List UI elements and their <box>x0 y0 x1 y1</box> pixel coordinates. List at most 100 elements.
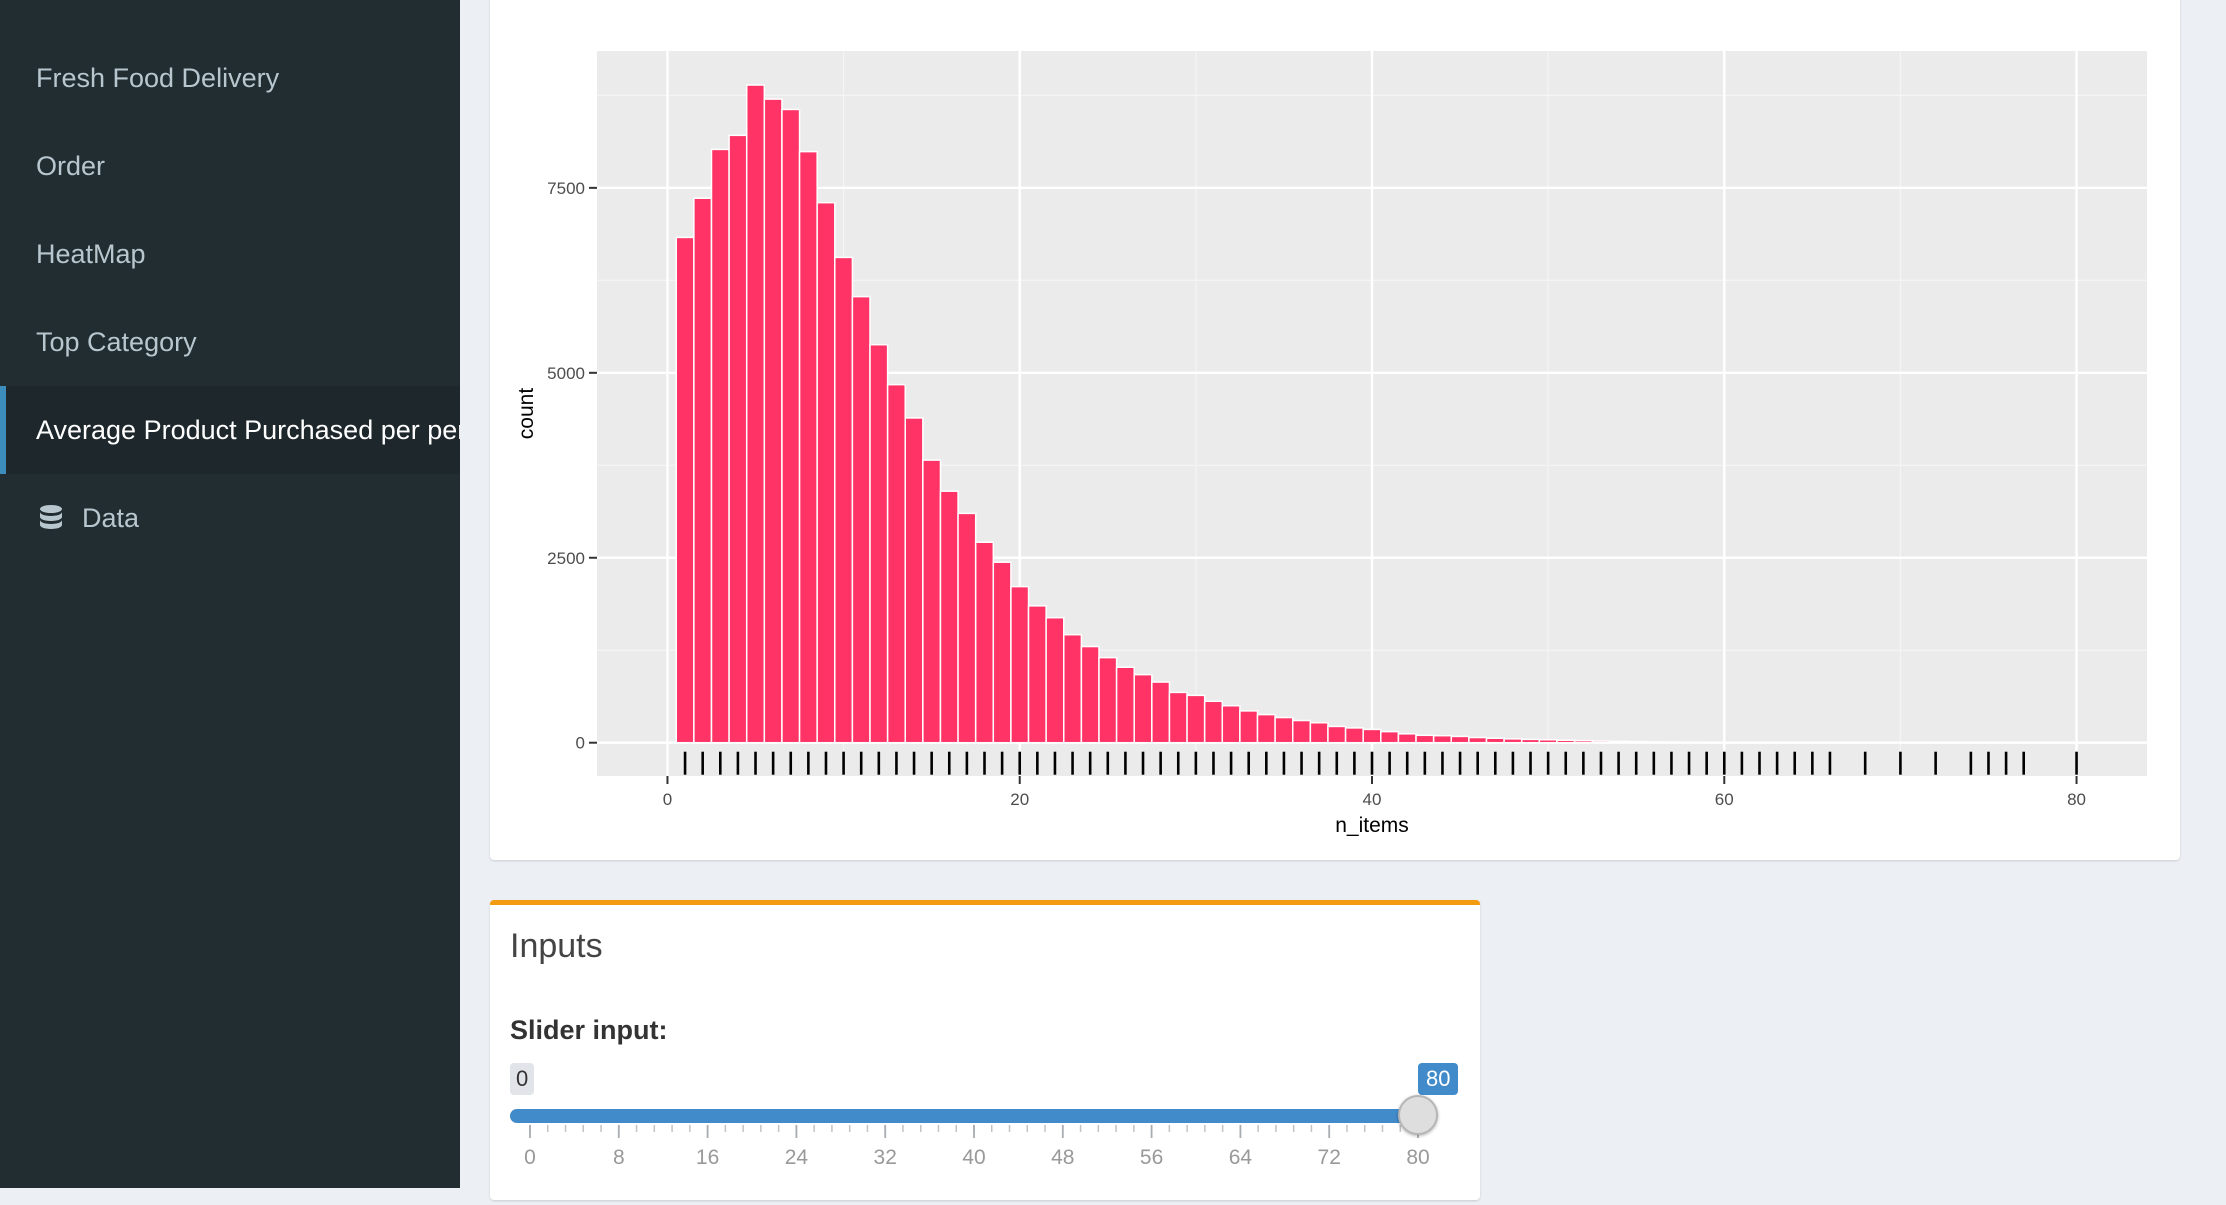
slider-tick-label: 80 <box>1406 1146 1429 1169</box>
slider-tick-label: 40 <box>962 1146 985 1169</box>
histogram-bar <box>940 491 958 743</box>
histogram-bar <box>1275 718 1293 743</box>
sidebar-item-fresh-food-delivery[interactable]: Fresh Food Delivery <box>0 34 460 122</box>
histogram-bar <box>1522 739 1540 742</box>
histogram-bar <box>852 297 870 743</box>
histogram-bar <box>1240 711 1258 743</box>
y-tick-label: 2500 <box>547 549 585 568</box>
histogram-bar <box>1557 740 1575 742</box>
histogram-bar <box>676 237 694 742</box>
sidebar-item-data[interactable]: Data <box>0 474 460 562</box>
sidebar: Fresh Food Delivery Order HeatMap Top Ca… <box>0 0 460 1188</box>
histogram-bar <box>1575 741 1593 743</box>
histogram-bar <box>1152 682 1170 743</box>
histogram-bar <box>1592 741 1610 743</box>
histogram-bar <box>1046 618 1064 743</box>
histogram-chart: 0 2500 5000 7500 0 20 40 60 80 n_items count <box>490 0 2180 860</box>
slider-tick-label: 56 <box>1140 1146 1163 1169</box>
x-tick-label: 20 <box>1010 790 1029 809</box>
histogram-bar <box>1081 647 1099 743</box>
histogram-bar <box>782 109 800 742</box>
histogram-bar <box>1398 734 1416 743</box>
histogram-bar <box>870 345 888 743</box>
histogram-bar <box>923 460 941 743</box>
histogram-bar <box>1627 742 1645 743</box>
histogram-bar <box>1099 658 1117 743</box>
inputs-title: Inputs <box>510 927 603 966</box>
histogram-bar <box>1381 732 1399 743</box>
histogram-bar <box>1169 692 1187 742</box>
database-icon <box>36 503 66 533</box>
sidebar-item-heatmap[interactable]: HeatMap <box>0 210 460 298</box>
histogram-bar <box>1029 606 1047 743</box>
sidebar-item-label: Order <box>36 151 105 182</box>
y-tick-label: 5000 <box>547 364 585 383</box>
sidebar-item-label: Average Product Purchased per pers <box>36 415 460 446</box>
histogram-bar <box>1680 742 1698 743</box>
histogram-bar <box>1258 715 1276 743</box>
histogram-bar <box>1645 742 1663 743</box>
histogram-bar <box>1293 721 1311 743</box>
histogram-bar <box>1205 701 1223 742</box>
histogram-bar <box>993 562 1011 743</box>
histogram-bar <box>729 135 747 742</box>
y-axis-label: count <box>515 388 538 440</box>
histogram-bar <box>1486 738 1504 742</box>
histogram-bar <box>905 418 923 743</box>
histogram-bar <box>694 198 712 742</box>
slider-tick-label: 16 <box>696 1146 719 1169</box>
histogram-bar <box>1434 736 1452 743</box>
histogram-bar <box>1504 739 1522 743</box>
histogram-bar <box>800 152 818 743</box>
histogram-bar <box>888 385 906 743</box>
histogram-bar <box>1416 735 1434 742</box>
histogram-bar <box>1363 729 1381 742</box>
slider-tick-label: 24 <box>785 1146 809 1169</box>
sidebar-item-top-category[interactable]: Top Category <box>0 298 460 386</box>
slider-tick-label: 64 <box>1229 1146 1253 1169</box>
histogram-bar <box>1539 740 1557 743</box>
histogram-bar <box>764 99 782 743</box>
slider-handle-to[interactable] <box>1398 1095 1438 1135</box>
histogram-bar <box>747 85 765 743</box>
histogram-bar <box>1310 723 1328 743</box>
histogram-bar <box>1134 675 1152 743</box>
histogram-bar <box>711 149 729 742</box>
histogram-bar <box>1610 741 1628 742</box>
histogram-bar <box>1064 635 1082 743</box>
slider-tick-label: 8 <box>613 1146 625 1169</box>
histogram-bar <box>976 542 994 742</box>
x-tick-label: 80 <box>2067 790 2086 809</box>
histogram-bar <box>958 513 976 742</box>
histogram-bar <box>1222 706 1240 743</box>
slider-tick-label: 48 <box>1051 1146 1074 1169</box>
histogram-bar <box>1117 667 1135 742</box>
plot-box: 0 2500 5000 7500 0 20 40 60 80 n_items count <box>490 0 2180 860</box>
sidebar-item-label: Data <box>82 503 139 534</box>
slider-tick-label: 72 <box>1318 1146 1341 1169</box>
slider-label: Slider input: <box>510 1015 668 1046</box>
sidebar-item-order[interactable]: Order <box>0 122 460 210</box>
histogram-bar <box>817 203 835 743</box>
slider-tick-label: 0 <box>524 1146 536 1169</box>
sidebar-item-label: Top Category <box>36 327 197 358</box>
sidebar-item-label: HeatMap <box>36 239 146 270</box>
x-axis-label: n_items <box>1335 814 1409 837</box>
x-tick-label: 60 <box>1715 790 1734 809</box>
histogram-bar <box>1346 728 1364 743</box>
sidebar-item-label: Fresh Food Delivery <box>36 63 279 94</box>
histogram-bar <box>1328 726 1346 742</box>
sidebar-item-average-product[interactable]: Average Product Purchased per pers <box>0 386 460 474</box>
x-tick-label: 0 <box>663 790 672 809</box>
y-tick-label: 0 <box>576 734 585 753</box>
histogram-bar <box>1451 736 1469 742</box>
x-tick-label: 40 <box>1363 790 1382 809</box>
histogram-bar <box>1469 738 1487 743</box>
histogram-bar <box>1011 587 1029 743</box>
histogram-bar <box>835 257 853 742</box>
histogram-bar <box>1663 742 1681 743</box>
y-tick-label: 7500 <box>547 179 585 198</box>
